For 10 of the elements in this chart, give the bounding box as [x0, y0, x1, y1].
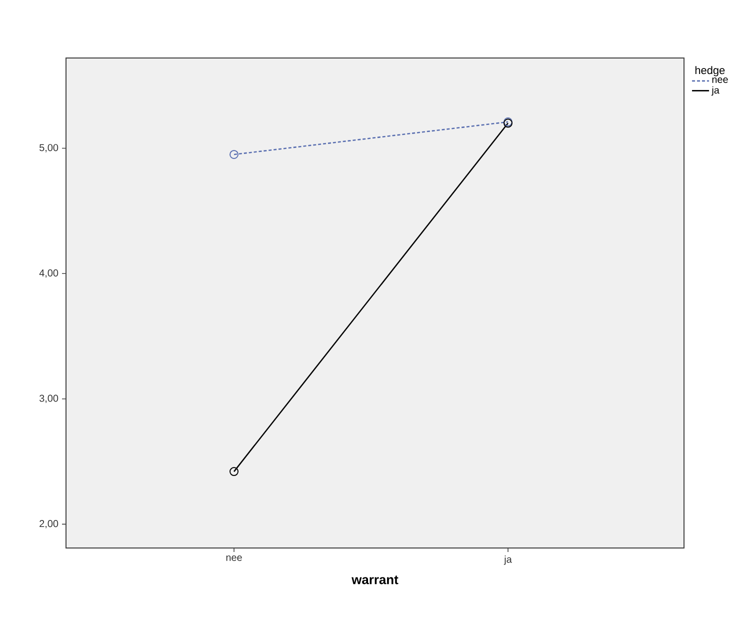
legend-label: nee [712, 77, 728, 83]
y-tick-label: 4,00 [39, 269, 58, 278]
y-tick-label: 5,00 [40, 144, 58, 152]
y-tick-label: 2,00 [40, 520, 58, 528]
x-axis-title: warrant [352, 576, 398, 584]
point [230, 150, 239, 159]
point [230, 467, 239, 476]
legend-label: ja [711, 86, 720, 96]
legend-title: hedge [695, 66, 725, 76]
y-tick-label: 3,00 [39, 394, 58, 403]
